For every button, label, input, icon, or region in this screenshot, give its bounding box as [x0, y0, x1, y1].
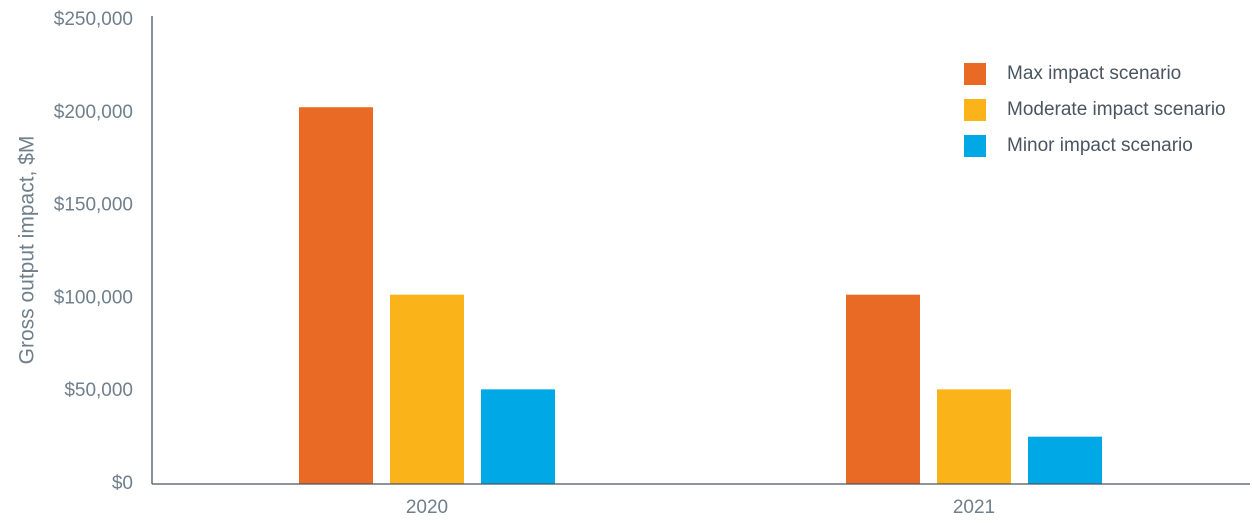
- y-tick-label: $100,000: [54, 287, 133, 308]
- legend: Max impact scenario Moderate impact scena…: [964, 63, 1226, 157]
- bar-2021-2: [937, 389, 1011, 484]
- y-tick-label: $200,000: [54, 102, 133, 123]
- y-tick-label: $250,000: [54, 9, 133, 30]
- bar-2020-1: [299, 107, 373, 485]
- y-tick-label: $50,000: [64, 380, 133, 401]
- legend-label: Max impact scenario: [1007, 63, 1181, 84]
- legend-swatch: [964, 99, 986, 121]
- bars: [299, 107, 1102, 485]
- y-axis-ticks: $0 $50,000 $100,000 $150,000 $200,000 $250,00…: [54, 9, 133, 494]
- y-tick-label: $0: [112, 473, 133, 494]
- x-tick-label: 2020: [406, 497, 448, 518]
- legend-label: Minor impact scenario: [1007, 135, 1193, 156]
- bar-2020-3: [481, 389, 555, 484]
- y-tick-label: $150,000: [54, 195, 133, 216]
- bar-2021-1: [846, 294, 920, 484]
- legend-swatch: [964, 135, 986, 157]
- legend-swatch: [964, 63, 986, 85]
- legend-label: Moderate impact scenario: [1007, 99, 1226, 120]
- bar-2020-2: [390, 294, 464, 484]
- bar-2021-3: [1028, 436, 1102, 484]
- x-axis-ticks: 2020 2021: [406, 497, 995, 518]
- y-axis-label: Gross output impact, $M: [16, 136, 39, 365]
- x-tick-label: 2021: [953, 497, 995, 518]
